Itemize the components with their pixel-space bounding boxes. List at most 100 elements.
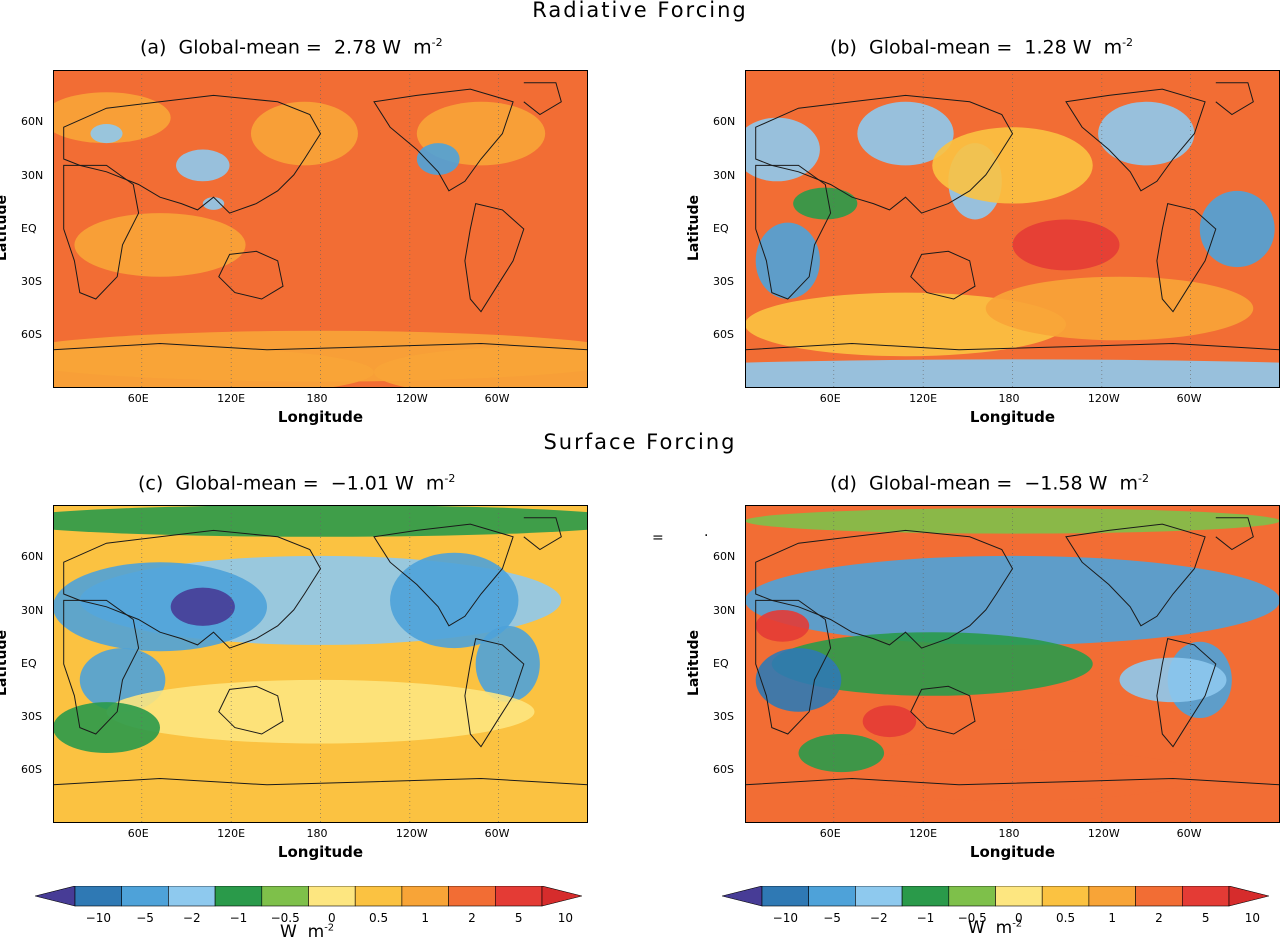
x-tick-label: 60W — [1176, 392, 1202, 405]
forcing-region — [825, 749, 1200, 801]
colorbar-bin — [901, 886, 950, 907]
coastline — [1156, 202, 1217, 313]
forcing-region — [250, 101, 358, 166]
y-tick-label: 60N — [713, 549, 736, 563]
coastline — [63, 94, 322, 214]
coastline — [745, 777, 1280, 786]
forcing-map-a — [53, 70, 588, 388]
colorbar-unit: W m-2 — [968, 918, 1022, 938]
y-tick-label: 30N — [713, 168, 736, 182]
forcing-region — [932, 127, 1093, 204]
colorbar-bin — [761, 886, 810, 907]
colorbar-bin — [121, 886, 169, 907]
coastline — [218, 250, 284, 300]
forcing-region — [1098, 101, 1195, 166]
colorbar-bin — [808, 886, 856, 907]
coastline — [1215, 517, 1254, 551]
y-tick-label: EQ — [21, 222, 37, 235]
x-tick-label: 120E — [217, 827, 246, 840]
stray-equal-glyph: = — [652, 530, 664, 546]
colorbar-tick-label: 1 — [421, 911, 429, 925]
global-mean-value: 2.78 W m — [333, 36, 432, 59]
coastline — [523, 517, 562, 551]
y-tick-label: 30S — [713, 710, 734, 724]
y-tick-label: 60N — [21, 549, 44, 563]
colorbar-tick-label: 5 — [1202, 911, 1210, 925]
x-tick-label: 60E — [127, 827, 149, 840]
coastline — [53, 342, 588, 351]
colorbar-bin — [995, 886, 1043, 907]
colorbar-bin — [855, 886, 903, 907]
coastline — [755, 529, 1014, 649]
colorbar-tick-label: 0.5 — [369, 911, 388, 925]
colorbar-tick-label: −10 — [86, 911, 111, 925]
y-tick-label: EQ — [21, 657, 37, 670]
coastline — [755, 94, 1014, 214]
forcing-region — [1119, 657, 1227, 703]
section-title-surface: Surface Forcing — [543, 430, 737, 454]
y-tick-label: 60N — [713, 114, 736, 128]
coastline — [218, 685, 284, 735]
x-tick-label: 60W — [484, 392, 510, 405]
colorbar-tick-label: 10 — [558, 911, 573, 925]
colorbar-tick-label: −10 — [773, 911, 798, 925]
forcing-region — [745, 508, 1280, 534]
forcing-region — [374, 346, 588, 388]
coastline — [745, 342, 1280, 351]
forcing-region — [53, 562, 267, 652]
x-tick-label: 180 — [306, 827, 328, 840]
global-mean-value: −1.01 W m — [330, 472, 445, 495]
x-axis-label: Longitude — [969, 408, 1056, 426]
y-axis-label: Latitude — [0, 194, 11, 262]
coastline — [1065, 523, 1206, 627]
stray-dot-glyph: · — [704, 528, 709, 544]
colorbar-tick-label: 10 — [1245, 911, 1260, 925]
global-mean-value: 1.28 W m — [1024, 36, 1123, 59]
coastline — [755, 164, 832, 300]
coastline — [373, 523, 514, 627]
colorbar-tick-label: −1 — [230, 911, 248, 925]
y-tick-label: 60S — [713, 762, 734, 776]
colorbar: −10 −5 −2 −1 −0.5 0 0.5 1 2 5 10 — [35, 886, 582, 925]
x-axis-label: Longitude — [277, 408, 364, 426]
x-tick-label: 60W — [484, 827, 510, 840]
colorbar-bin — [1181, 886, 1230, 907]
forcing-region — [202, 197, 225, 210]
unit-text: W m — [968, 918, 1013, 938]
colorbar-bin — [448, 886, 496, 907]
x-tick-label: 60E — [819, 827, 841, 840]
colorbar-tick-label: −5 — [823, 911, 841, 925]
panel-label: (a) Global-mean = — [140, 36, 334, 59]
x-tick-label: 120W — [395, 392, 428, 405]
coastline — [63, 529, 322, 649]
y-tick-label: 30S — [21, 275, 42, 289]
forcing-region — [798, 733, 885, 773]
forcing-region — [1199, 190, 1275, 268]
global-mean-value: −1.58 W m — [1024, 472, 1138, 495]
panel-label: (d) Global-mean = — [830, 472, 1025, 495]
forcing-region — [53, 92, 171, 144]
panel-label: (b) Global-mean = — [830, 36, 1025, 59]
colorbar-bin — [74, 886, 123, 907]
x-tick-label: 180 — [998, 827, 1020, 840]
x-tick-label: 180 — [998, 392, 1020, 405]
forcing-region — [1012, 219, 1120, 271]
colorbar-tick-label: −1 — [917, 911, 935, 925]
y-tick-label: 60N — [21, 114, 44, 128]
x-axis-label: Longitude — [277, 843, 364, 861]
colorbar-bin — [261, 886, 309, 907]
coastline — [1215, 82, 1254, 116]
y-tick-label: EQ — [713, 222, 729, 235]
forcing-region — [862, 705, 917, 738]
colorbar-tick-label: 5 — [515, 911, 523, 925]
y-tick-label: 60S — [21, 762, 42, 776]
x-tick-label: 60W — [1176, 827, 1202, 840]
x-tick-label: 120W — [1087, 827, 1120, 840]
y-tick-label: 60S — [713, 327, 734, 341]
colorbar-low-arrow — [35, 886, 76, 907]
y-axis-label: Latitude — [686, 194, 703, 262]
colorbar-tick-label: 2 — [468, 911, 476, 925]
colorbar-tick-label: 0 — [1015, 911, 1023, 925]
colorbar-high-arrow — [1228, 886, 1269, 907]
y-tick-label: EQ — [713, 657, 729, 670]
